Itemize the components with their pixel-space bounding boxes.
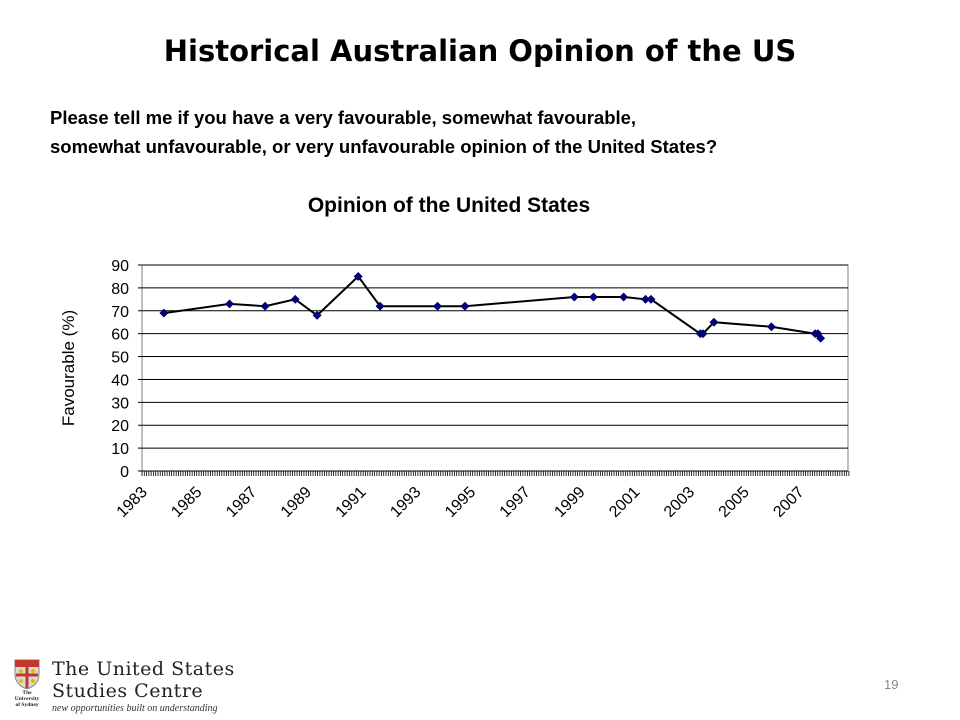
logo-tagline: new opportunities built on understanding: [52, 703, 218, 714]
data-point: [159, 308, 169, 318]
slide-title: Historical Australian Opinion of the US: [163, 34, 797, 68]
x-tick-label: 1987: [223, 484, 260, 521]
y-tick-label: 40: [111, 372, 129, 389]
question-line-1: Please tell me if you have a very favour…: [50, 107, 637, 128]
chart-title: Opinion of the United States: [308, 194, 590, 217]
data-point: [260, 301, 270, 311]
y-tick-label: 60: [111, 327, 129, 344]
y-tick-label: 80: [111, 281, 129, 298]
y-tick-label: 90: [111, 258, 129, 275]
usc-logo: The University of Sydney The United Stat…: [12, 658, 242, 714]
x-tick-label: 1991: [333, 484, 370, 521]
x-tick-label: 1995: [442, 484, 479, 521]
data-point: [432, 301, 443, 311]
x-minor-ticks: [141, 471, 850, 476]
data-point: [588, 292, 599, 302]
data-point: [646, 294, 656, 304]
page-number: 19: [884, 677, 899, 692]
data-point: [569, 292, 579, 302]
x-tick-label: 1983: [114, 484, 151, 521]
x-tick-label: 2007: [770, 484, 807, 521]
y-tick-label: 50: [111, 350, 129, 367]
x-tick-label: 1997: [497, 484, 534, 521]
logo-line-2: Studies Centre: [52, 680, 204, 702]
question-line-2: somewhat unfavourable, or very unfavoura…: [50, 136, 718, 157]
x-tick-label: 1999: [551, 484, 588, 521]
y-tick-label: 10: [111, 441, 129, 458]
data-point: [225, 299, 235, 309]
data-point: [460, 301, 470, 311]
university-crest-icon: [14, 659, 40, 690]
data-point: [619, 292, 629, 302]
y-axis-label: Favourable (%): [59, 310, 78, 426]
y-tick-label: 20: [111, 418, 129, 435]
survey-question: Please tell me if you have a very favour…: [50, 103, 940, 161]
y-tick-label: 70: [111, 304, 129, 321]
data-point: [353, 271, 363, 281]
x-tick-label: 1993: [387, 484, 424, 521]
data-point: [816, 333, 826, 343]
x-tick-label: 2003: [661, 484, 698, 521]
university-name: The University of Sydney: [14, 690, 40, 708]
data-point: [290, 294, 300, 304]
data-point: [698, 329, 708, 339]
x-tick-label: 1989: [278, 484, 315, 521]
x-tick-label: 2005: [716, 484, 753, 521]
data-point: [312, 310, 322, 320]
data-point: [766, 322, 776, 332]
y-tick-label: 30: [111, 395, 129, 412]
logo-line-1: The United States: [52, 658, 235, 680]
x-tick-label: 2001: [606, 484, 643, 521]
y-tick-label: 0: [120, 464, 129, 481]
data-point: [375, 301, 385, 311]
x-tick-label: 1985: [168, 484, 205, 521]
plot-area: [141, 264, 849, 472]
data-point: [709, 317, 719, 327]
